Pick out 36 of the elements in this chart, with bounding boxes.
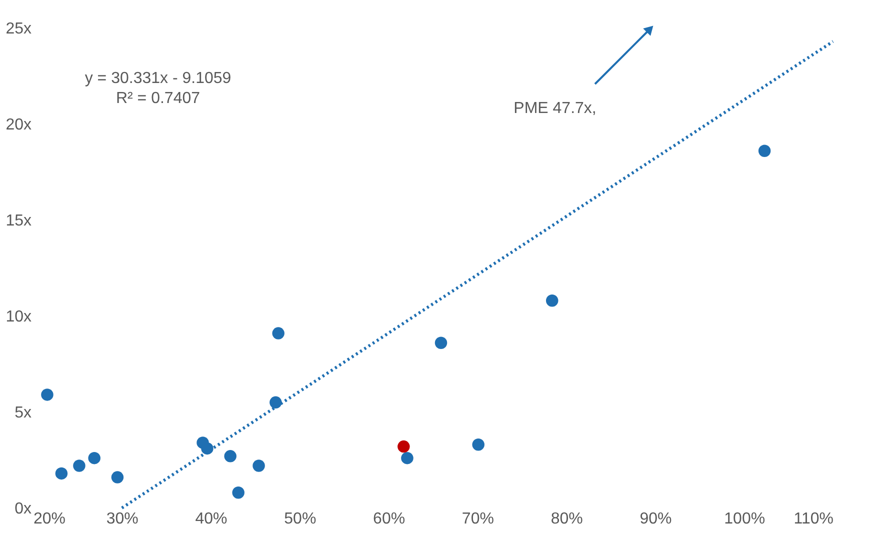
y-tick-label: 5x — [14, 404, 32, 422]
point — [73, 460, 86, 472]
point — [232, 486, 244, 499]
point — [111, 471, 124, 484]
annotation: PME 47.7x, — [514, 100, 596, 117]
point — [224, 450, 236, 462]
point — [758, 144, 771, 157]
point — [252, 460, 265, 472]
point — [546, 294, 558, 307]
point — [41, 388, 54, 401]
x-tick-label: 70% — [462, 510, 494, 528]
x-tick-label: 20% — [34, 510, 66, 528]
point — [472, 438, 484, 451]
x-tick-label: 100% — [724, 510, 766, 528]
y-tick-label: 15x — [6, 212, 32, 230]
point — [55, 467, 68, 480]
y-tick-label: 20x — [6, 116, 32, 134]
x-tick-label: 60% — [373, 510, 406, 528]
point — [401, 452, 414, 464]
point — [398, 440, 410, 453]
x-tick-label: 110% — [794, 510, 834, 528]
annotation: R² = 0.7407 — [116, 90, 200, 107]
point — [201, 442, 214, 455]
x-tick-label: 80% — [550, 510, 583, 528]
y-tick-label: 0x — [14, 500, 32, 518]
x-tick-label: 90% — [640, 510, 672, 528]
y-tick-label: 25x — [6, 20, 32, 38]
point — [88, 452, 100, 464]
point — [434, 336, 448, 349]
point — [272, 327, 284, 340]
point — [270, 396, 282, 409]
x-tick-label: 50% — [284, 510, 316, 528]
x-tick-label: 30% — [106, 510, 138, 528]
y-tick-label: 10x — [6, 308, 32, 326]
annotation: y = 30.331x - 9.1059 — [84, 70, 232, 87]
x-tick-label: 40% — [195, 510, 228, 528]
